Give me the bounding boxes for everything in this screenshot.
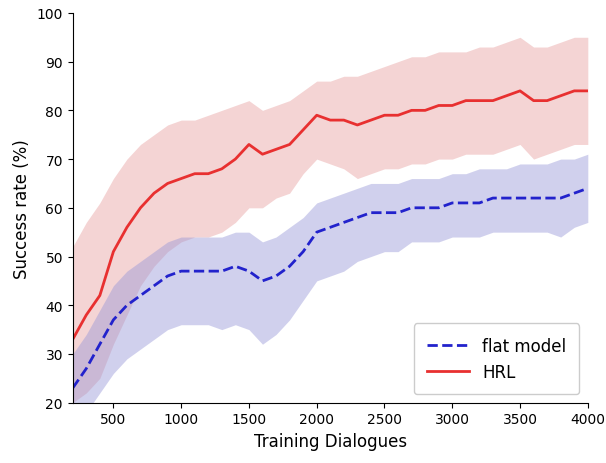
HRL (69, 337, 76, 342)
HRL (245, 142, 253, 148)
flat model (164, 274, 171, 279)
flat model (286, 264, 293, 269)
HRL (218, 167, 225, 172)
HRL (544, 99, 551, 104)
flat model (299, 249, 307, 255)
flat model (123, 303, 130, 308)
flat model (544, 196, 551, 201)
X-axis label: Training Dialogues: Training Dialogues (254, 432, 407, 450)
HRL (422, 108, 429, 114)
flat model (571, 191, 578, 196)
flat model (137, 293, 144, 299)
flat model (584, 186, 591, 192)
flat model (448, 200, 456, 206)
HRL (557, 94, 564, 99)
HRL (313, 113, 321, 119)
HRL (584, 89, 591, 94)
HRL (259, 152, 266, 157)
HRL (503, 94, 510, 99)
HRL (381, 113, 388, 119)
HRL (489, 99, 496, 104)
flat model (231, 264, 239, 269)
flat model (354, 215, 361, 221)
flat model (191, 269, 198, 274)
HRL (395, 113, 402, 119)
flat model (381, 210, 388, 216)
flat model (313, 230, 321, 235)
HRL (231, 157, 239, 163)
HRL (273, 147, 280, 153)
flat model (82, 366, 90, 371)
HRL (286, 142, 293, 148)
HRL (137, 206, 144, 211)
HRL (435, 103, 442, 109)
flat model (557, 196, 564, 201)
HRL (178, 176, 185, 182)
Line: HRL: HRL (73, 92, 588, 339)
flat model (530, 196, 538, 201)
HRL (164, 181, 171, 187)
HRL (96, 293, 104, 299)
flat model (259, 278, 266, 284)
flat model (245, 269, 253, 274)
flat model (96, 342, 104, 347)
Legend: flat model, HRL: flat model, HRL (414, 324, 579, 394)
HRL (123, 225, 130, 231)
flat model (205, 269, 212, 274)
Line: flat model: flat model (73, 189, 588, 388)
HRL (205, 171, 212, 177)
HRL (327, 118, 334, 124)
flat model (367, 210, 375, 216)
HRL (150, 191, 158, 196)
flat model (516, 196, 524, 201)
flat model (218, 269, 225, 274)
HRL (408, 108, 415, 114)
flat model (395, 210, 402, 216)
flat model (422, 206, 429, 211)
HRL (299, 128, 307, 133)
HRL (462, 99, 470, 104)
HRL (367, 118, 375, 124)
flat model (462, 200, 470, 206)
HRL (82, 313, 90, 318)
flat model (69, 385, 76, 391)
HRL (476, 99, 483, 104)
HRL (448, 103, 456, 109)
HRL (110, 249, 117, 255)
flat model (340, 220, 347, 225)
flat model (178, 269, 185, 274)
flat model (503, 196, 510, 201)
flat model (435, 206, 442, 211)
flat model (110, 318, 117, 323)
HRL (354, 123, 361, 128)
flat model (150, 283, 158, 289)
HRL (516, 89, 524, 94)
Y-axis label: Success rate (%): Success rate (%) (13, 138, 31, 278)
flat model (327, 225, 334, 231)
HRL (571, 89, 578, 94)
flat model (476, 200, 483, 206)
flat model (408, 206, 415, 211)
HRL (530, 99, 538, 104)
HRL (191, 171, 198, 177)
flat model (273, 274, 280, 279)
HRL (340, 118, 347, 124)
flat model (489, 196, 496, 201)
